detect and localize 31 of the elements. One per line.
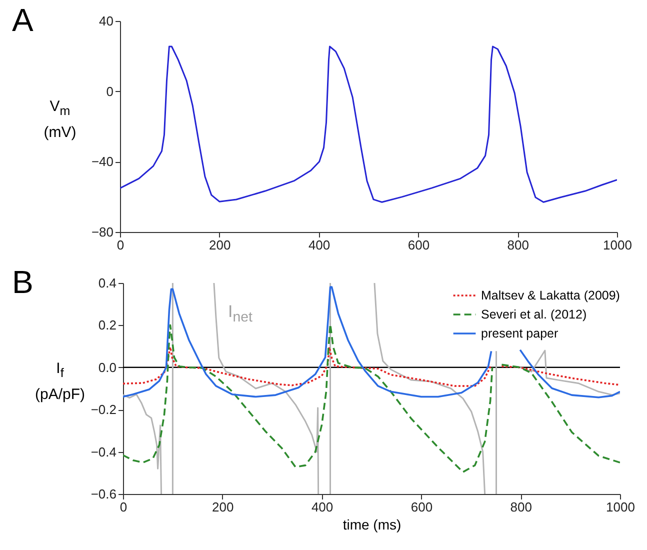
x-tick-label: 400 — [308, 238, 330, 252]
legend-label: Severi et al. (2012) — [481, 308, 587, 322]
annotation: I$_{net}$ — [228, 302, 252, 326]
x-tick-label: 400 — [311, 500, 334, 514]
x-tick-label: 600 — [408, 238, 430, 252]
y-tick-label: 0.0 — [98, 360, 116, 375]
y-tick-label: −40 — [91, 154, 114, 170]
x-tick-label: 1000 — [603, 238, 632, 252]
y-tick-label: 0.2 — [98, 318, 116, 333]
x-tick-label: 200 — [212, 500, 234, 514]
y-tick-label: −0.2 — [90, 402, 116, 418]
x-tick-label: 200 — [209, 238, 231, 252]
y-axis-title: I$_{f}$ (pA/pF) — [34, 359, 86, 405]
y-axis-title: V$_{m}$ (mV) — [42, 97, 78, 143]
y-tick-label: −80 — [91, 224, 114, 240]
y-tick-label: 40 — [99, 14, 114, 28]
line-series — [120, 46, 617, 203]
x-tick-label: 800 — [510, 500, 532, 514]
chart-title: B — [12, 264, 34, 301]
x-tick-label: 800 — [507, 238, 529, 252]
x-tick-label: 600 — [410, 500, 433, 514]
y-tick-label: −0.6 — [90, 486, 116, 502]
y-tick-label: 0 — [106, 84, 114, 99]
y-tick-label: 0.4 — [98, 276, 116, 290]
x-tick-label: 1000 — [606, 500, 635, 514]
x-axis-title: time (ms) — [342, 516, 402, 532]
legend-label: present paper — [481, 326, 558, 340]
chart-title: A — [12, 2, 34, 39]
x-tick-label: 0 — [120, 500, 128, 514]
legend-label: Maltsev & Lakatta (2009) — [481, 288, 620, 302]
y-tick-label: −0.4 — [90, 444, 116, 460]
